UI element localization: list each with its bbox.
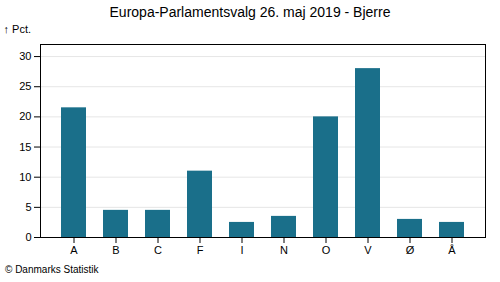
svg-text:15: 15 [19,141,31,153]
html-text:© Danmarks Statistik: © Danmarks Statistik [5,264,99,275]
svg-text:F: F [197,244,204,256]
svg-text:30: 30 [19,50,31,62]
svg-text:O: O [322,244,331,256]
svg-text:20: 20 [19,110,31,122]
svg-text:N: N [280,244,288,256]
svg-text:5: 5 [25,201,31,213]
svg-text:I: I [240,244,243,256]
svg-text:↑ Pct.: ↑ Pct. [4,23,32,35]
svg-text:0: 0 [25,231,31,243]
svg-text:C: C [154,244,162,256]
html-text:Europa-Parlamentsvalg 26. maj: Europa-Parlamentsvalg 26. maj 2019 - Bje… [109,4,391,20]
svg-text:A: A [70,244,78,256]
svg-text:B: B [112,244,119,256]
svg-text:10: 10 [19,171,31,183]
svg-text:25: 25 [19,80,31,92]
svg-text:Ø: Ø [406,244,415,256]
svg-text:V: V [364,244,372,256]
svg-text:Å: Å [448,244,456,256]
